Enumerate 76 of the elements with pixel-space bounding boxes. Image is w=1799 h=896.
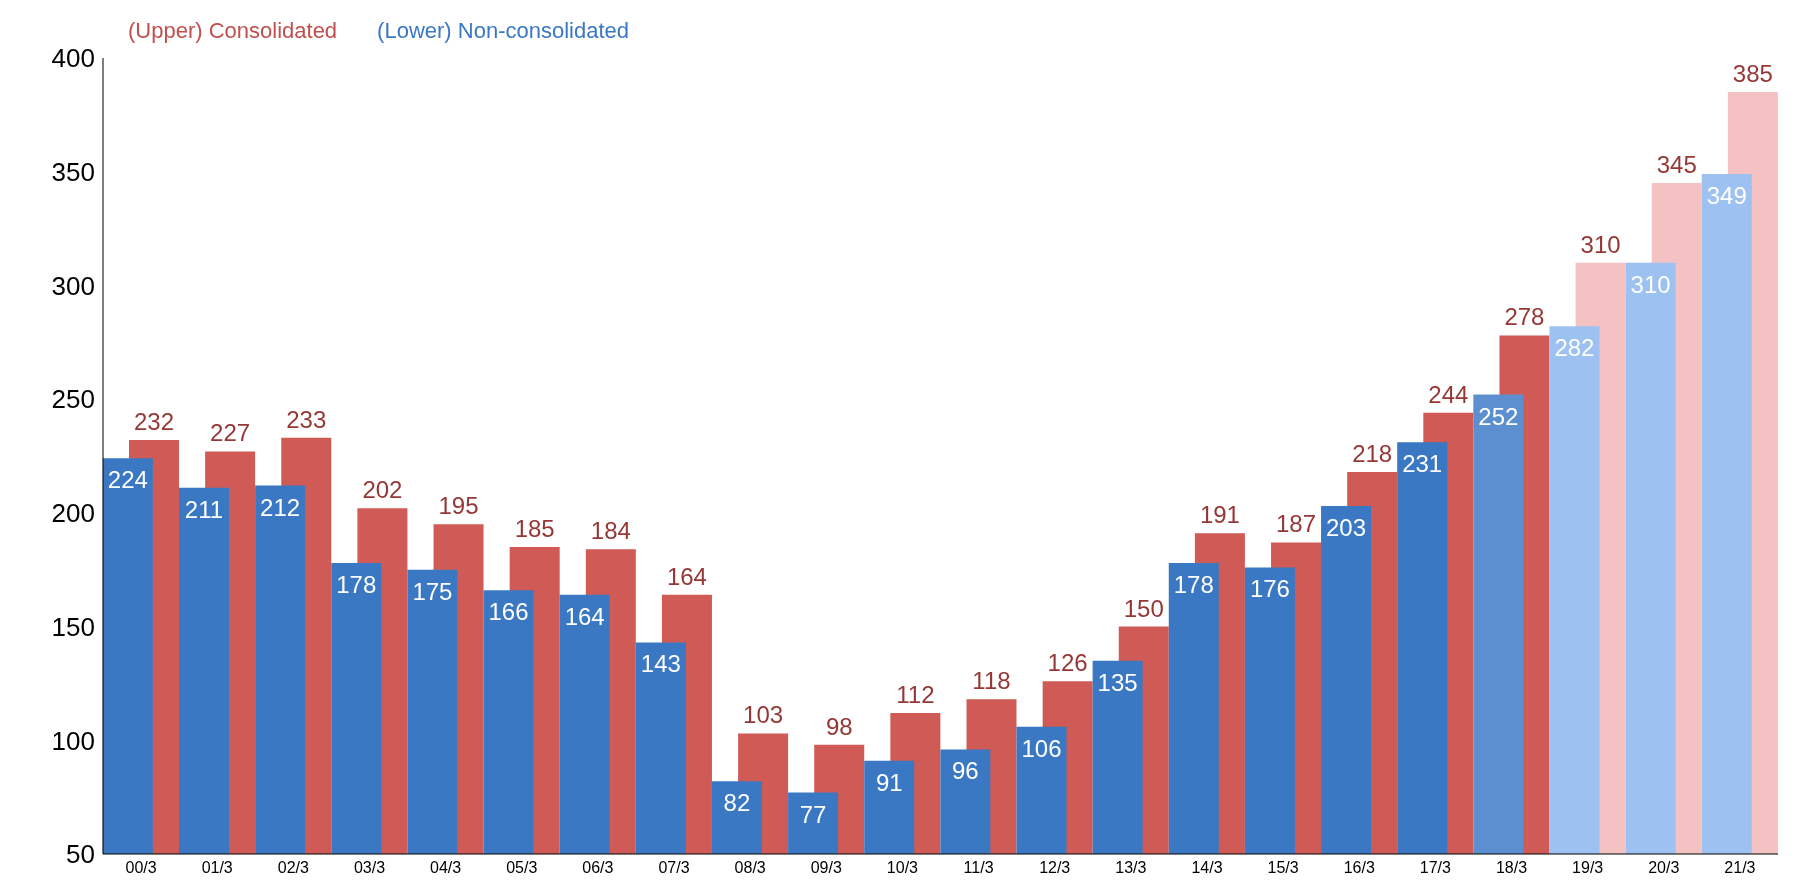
- x-tick-label: 14/3: [1191, 859, 1223, 877]
- y-tick-label: 50: [66, 839, 95, 870]
- x-tick-label: 10/3: [886, 859, 919, 877]
- data-label: 112: [896, 680, 935, 708]
- data-label: 212: [260, 493, 301, 521]
- x-tick-label: 11/3: [963, 859, 994, 877]
- x-tick-label: 03/3: [353, 859, 386, 877]
- data-label: 278: [1504, 303, 1545, 331]
- data-label: 191: [1199, 501, 1240, 529]
- y-tick-label: 250: [51, 384, 95, 415]
- x-tick-label: 08/3: [734, 859, 766, 877]
- y-tick-label: 100: [51, 725, 95, 756]
- data-label: 244: [1428, 380, 1469, 408]
- data-label: 231: [1402, 450, 1443, 478]
- data-label: 345: [1656, 151, 1697, 179]
- y-tick-label: 350: [51, 156, 95, 187]
- data-label: 126: [1047, 649, 1088, 677]
- data-label: 211: [184, 495, 224, 523]
- x-tick-label: 02/3: [277, 859, 310, 877]
- y-tick-label: 300: [51, 270, 95, 301]
- data-label: 176: [1249, 575, 1290, 603]
- data-label: 103: [743, 701, 784, 729]
- text: (Lower) Non-consolidated: [377, 18, 630, 44]
- data-label: 178: [336, 570, 377, 598]
- data-label: 233: [286, 405, 327, 433]
- data-label: 187: [1276, 510, 1317, 538]
- x-tick-label: 12/3: [1039, 859, 1071, 877]
- data-label: 202: [362, 476, 403, 504]
- data-label: 282: [1554, 334, 1595, 362]
- data-label: 82: [723, 789, 751, 817]
- x-tick-label: 19/3: [1572, 859, 1604, 877]
- data-label: 224: [107, 466, 148, 494]
- data-label: 91: [875, 768, 903, 796]
- data-label: 98: [825, 712, 853, 740]
- data-label: 166: [488, 598, 529, 626]
- data-label: 203: [1326, 514, 1367, 542]
- x-tick-label: 00/3: [125, 859, 157, 877]
- data-label: 184: [590, 517, 631, 545]
- x-tick-label: 09/3: [810, 859, 842, 877]
- text: (Upper) Consolidated: [128, 18, 338, 44]
- data-label: 96: [952, 757, 979, 785]
- x-tick-label: 21/3: [1724, 859, 1756, 877]
- data-label: 218: [1352, 439, 1393, 467]
- x-tick-label: 16/3: [1343, 859, 1375, 877]
- data-label: 227: [210, 419, 251, 447]
- data-label: 135: [1097, 668, 1138, 696]
- x-tick-label: 17/3: [1419, 859, 1452, 877]
- data-label: 185: [514, 514, 555, 542]
- data-label: 77: [799, 800, 827, 828]
- y-tick-label: 200: [51, 498, 95, 529]
- data-label: 349: [1706, 181, 1747, 209]
- data-label: 195: [438, 492, 479, 520]
- data-label: 150: [1123, 594, 1164, 622]
- data-label: 385: [1732, 60, 1773, 88]
- data-label: 118: [972, 667, 1011, 695]
- data-label: 178: [1173, 570, 1214, 598]
- data-label: 310: [1630, 270, 1671, 298]
- data-label: 164: [666, 562, 707, 590]
- x-tick-label: 05/3: [506, 859, 538, 877]
- data-label: 252: [1478, 402, 1519, 430]
- x-tick-label: 01/3: [201, 859, 233, 877]
- x-tick-label: 06/3: [582, 859, 614, 877]
- y-tick-label: 400: [51, 43, 95, 74]
- x-tick-label: 13/3: [1115, 859, 1147, 877]
- x-tick-label: 15/3: [1267, 859, 1299, 877]
- data-label: 310: [1580, 230, 1621, 258]
- x-tick-label: 07/3: [658, 859, 690, 877]
- data-label: 232: [133, 408, 175, 436]
- x-tick-label: 04/3: [430, 859, 462, 877]
- data-label: 164: [564, 602, 605, 630]
- x-tick-label: 20/3: [1648, 859, 1680, 877]
- data-label: 106: [1021, 734, 1062, 762]
- y-tick-label: 150: [51, 611, 95, 642]
- data-label: 175: [412, 577, 453, 605]
- data-label: 143: [640, 650, 681, 678]
- x-tick-label: 18/3: [1495, 859, 1528, 877]
